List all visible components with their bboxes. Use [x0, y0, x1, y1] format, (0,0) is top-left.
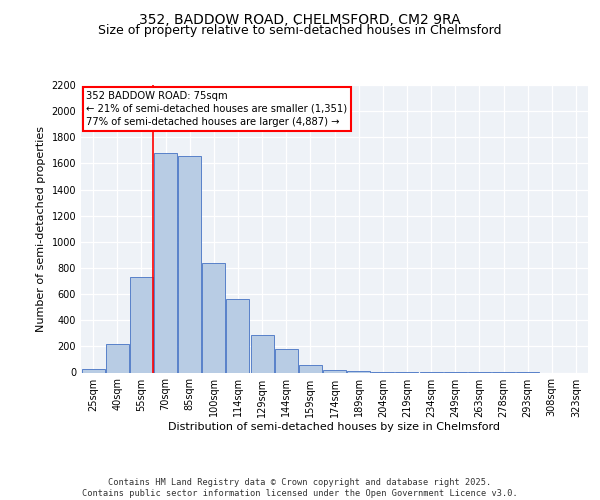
- Bar: [347, 371, 370, 372]
- Text: Size of property relative to semi-detached houses in Chelmsford: Size of property relative to semi-detach…: [98, 24, 502, 37]
- Y-axis label: Number of semi-detached properties: Number of semi-detached properties: [36, 126, 46, 332]
- Bar: [251, 334, 274, 372]
- Text: 352 BADDOW ROAD: 75sqm
← 21% of semi-detached houses are smaller (1,351)
77% of : 352 BADDOW ROAD: 75sqm ← 21% of semi-det…: [86, 91, 347, 127]
- Bar: [226, 300, 250, 372]
- Text: 352, BADDOW ROAD, CHELMSFORD, CM2 9RA: 352, BADDOW ROAD, CHELMSFORD, CM2 9RA: [139, 12, 461, 26]
- Bar: [82, 368, 104, 372]
- Bar: [202, 262, 225, 372]
- Bar: [154, 153, 177, 372]
- Text: Contains HM Land Registry data © Crown copyright and database right 2025.
Contai: Contains HM Land Registry data © Crown c…: [82, 478, 518, 498]
- Bar: [106, 344, 128, 372]
- Bar: [323, 370, 346, 372]
- Bar: [299, 364, 322, 372]
- X-axis label: Distribution of semi-detached houses by size in Chelmsford: Distribution of semi-detached houses by …: [169, 422, 500, 432]
- Bar: [275, 349, 298, 372]
- Bar: [130, 277, 153, 372]
- Bar: [178, 156, 201, 372]
